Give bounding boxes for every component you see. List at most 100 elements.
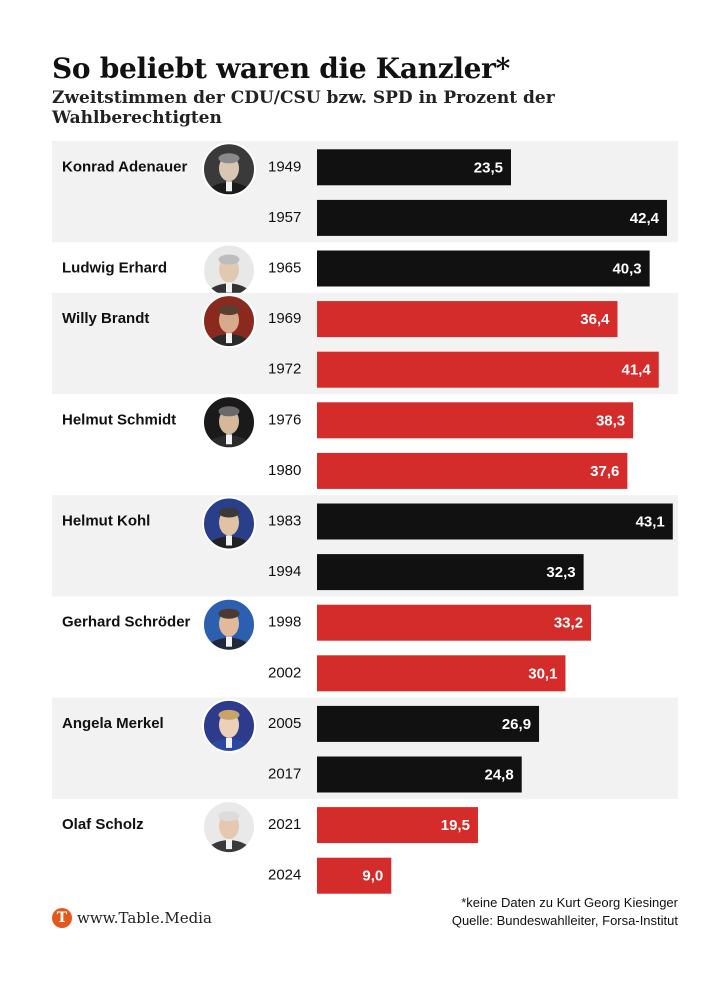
portrait-collar [226, 333, 232, 344]
merkel-portrait [202, 698, 256, 753]
data-label: 24,8 [485, 767, 514, 784]
year-label: 1972 [268, 361, 301, 378]
data-label: 26,9 [502, 716, 531, 733]
adenauer-portrait [202, 142, 256, 197]
portrait-hair [218, 153, 240, 164]
year-label: 2002 [268, 664, 301, 681]
brandt-portrait [202, 294, 256, 349]
portrait-hair [218, 811, 240, 822]
bar [317, 554, 584, 591]
erhard-portrait [202, 243, 256, 298]
year-label: 1949 [268, 158, 301, 175]
chart-title: So beliebt waren die Kanzler* [52, 52, 510, 85]
portrait-ring [202, 597, 256, 652]
footnote-note: *keine Daten zu Kurt Georg Kiesinger [461, 895, 678, 910]
portrait-shoulders [205, 283, 253, 297]
data-label: 43,1 [636, 514, 665, 531]
portrait-ring [202, 294, 256, 349]
portrait-ring [202, 698, 256, 753]
data-label: 40,3 [612, 261, 641, 278]
bar [317, 756, 522, 793]
bar-chart: Konrad Adenauer 1949 23,5 1957 42,4 Ludwig Er… [52, 141, 678, 894]
portrait-shoulders [205, 435, 253, 449]
schmidt-portrait [202, 395, 256, 450]
portrait-shoulders [205, 637, 253, 651]
year-label: 1969 [268, 310, 301, 327]
bar [317, 655, 566, 692]
data-label: 32,3 [546, 564, 575, 581]
data-label: 41,4 [622, 362, 652, 379]
table-media-logo-icon: T [52, 908, 72, 928]
portrait-collar [226, 181, 232, 192]
year-label: 1980 [268, 462, 301, 479]
data-label: 36,4 [580, 311, 610, 328]
bar [317, 452, 628, 489]
portrait-hair [218, 608, 240, 619]
bar [317, 149, 511, 186]
portrait-shoulders [205, 334, 253, 348]
scholz-portrait [202, 800, 256, 855]
chancellor-name: Olaf Scholz [62, 816, 144, 833]
year-label: 1998 [268, 614, 301, 631]
portrait-hair [218, 709, 240, 720]
chancellor-name: Willy Brandt [62, 310, 149, 327]
bar [317, 807, 478, 844]
year-label: 1957 [268, 209, 301, 226]
data-label: 42,4 [630, 210, 660, 227]
portrait-hair [218, 254, 240, 265]
portrait-collar [226, 434, 232, 445]
portrait-shoulders [205, 536, 253, 550]
chancellor-name: Angela Merkel [62, 715, 164, 732]
bar [317, 503, 673, 540]
chancellor-name: Helmut Kohl [62, 513, 150, 530]
portrait-hair [218, 406, 240, 417]
data-label: 33,2 [554, 615, 583, 632]
year-label: 1976 [268, 411, 301, 428]
chancellor-name: Ludwig Erhard [62, 260, 167, 277]
chancellor-name: Konrad Adenauer [62, 158, 187, 175]
year-label: 1994 [268, 563, 301, 580]
portrait-hair [218, 507, 240, 518]
bar [317, 351, 659, 388]
portrait-ring [202, 800, 256, 855]
bar [317, 857, 392, 894]
footnote-source: Quelle: Bundeswahlleiter, Forsa-Institut [451, 913, 678, 928]
portrait-ring [202, 496, 256, 551]
chancellor-name: Helmut Schmidt [62, 411, 176, 428]
bar [317, 705, 540, 742]
portrait-collar [226, 636, 232, 647]
portrait-shoulders [205, 840, 253, 854]
portrait-shoulders [205, 738, 253, 752]
year-label: 2021 [268, 816, 301, 833]
schroeder-portrait [202, 597, 256, 652]
bar [317, 199, 667, 236]
portrait-ring [202, 395, 256, 450]
footnote: *keine Daten zu Kurt Georg Kiesinger Que… [452, 894, 678, 930]
table-media-logo: T www.Table.Media [52, 908, 212, 928]
data-label: 9,0 [362, 868, 383, 885]
chart-subtitle: Zweitstimmen der CDU/CSU bzw. SPD in Pro… [52, 88, 555, 128]
portrait-hair [218, 305, 240, 316]
year-label: 2024 [268, 867, 301, 884]
data-label: 38,3 [596, 412, 625, 429]
data-label: 23,5 [474, 159, 503, 176]
portrait-collar [226, 535, 232, 546]
data-label: 19,5 [441, 817, 470, 834]
bar [317, 402, 634, 439]
chancellor-name: Gerhard Schröder [62, 614, 191, 631]
year-label: 1983 [268, 513, 301, 530]
data-label: 37,6 [590, 463, 619, 480]
kohl-portrait [202, 496, 256, 551]
year-label: 1965 [268, 260, 301, 277]
portrait-collar [226, 282, 232, 293]
portrait-shoulders [205, 182, 253, 196]
table-media-url: www.Table.Media [77, 909, 212, 927]
portrait-collar [226, 737, 232, 748]
year-label: 2017 [268, 766, 301, 783]
data-label: 30,1 [528, 665, 557, 682]
bar [317, 301, 618, 338]
portrait-ring [202, 142, 256, 197]
bar [317, 250, 650, 287]
portrait-collar [226, 839, 232, 850]
year-label: 2005 [268, 715, 301, 732]
